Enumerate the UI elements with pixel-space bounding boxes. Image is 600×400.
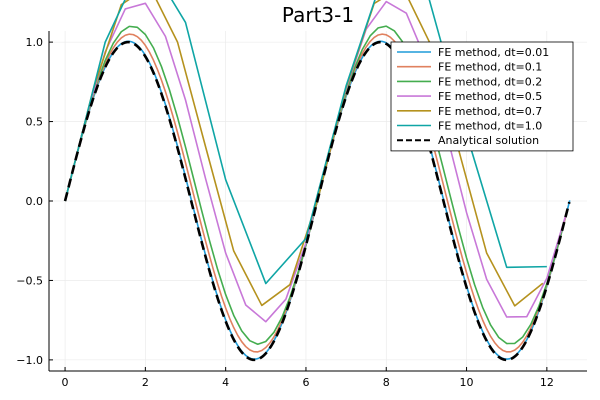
axes: 0 2 4 6 8 10 12 −1.0 −0.5 0.0 0.5 1.0 <box>16 31 587 389</box>
legend-label: FE method, dt=0.7 <box>438 105 542 118</box>
x-tick-label: 2 <box>142 376 149 389</box>
legend-label: FE method, dt=0.1 <box>438 61 542 74</box>
x-tick-label: 0 <box>62 376 69 389</box>
x-tick-label: 10 <box>460 376 474 389</box>
legend-label: Analytical solution <box>438 134 539 147</box>
legend-label: FE method, dt=1.0 <box>438 120 542 133</box>
legend-label: FE method, dt=0.2 <box>438 75 542 88</box>
x-tick-label: 6 <box>302 376 309 389</box>
y-tick-label: 0.5 <box>26 116 44 129</box>
x-tick-label: 12 <box>540 376 554 389</box>
y-tick-label: −1.0 <box>16 354 43 367</box>
x-tick-label: 8 <box>383 376 390 389</box>
series-line-analytical-solution <box>63 40 571 362</box>
legend-label: FE method, dt=0.01 <box>438 46 549 59</box>
y-tick-label: 1.0 <box>26 36 44 49</box>
legend-label: FE method, dt=0.5 <box>438 90 542 103</box>
y-tick-label: 0.0 <box>26 195 44 208</box>
y-tick-label: −0.5 <box>16 274 43 287</box>
x-tick-label: 4 <box>222 376 229 389</box>
chart-title: Part3-1 <box>282 3 354 27</box>
